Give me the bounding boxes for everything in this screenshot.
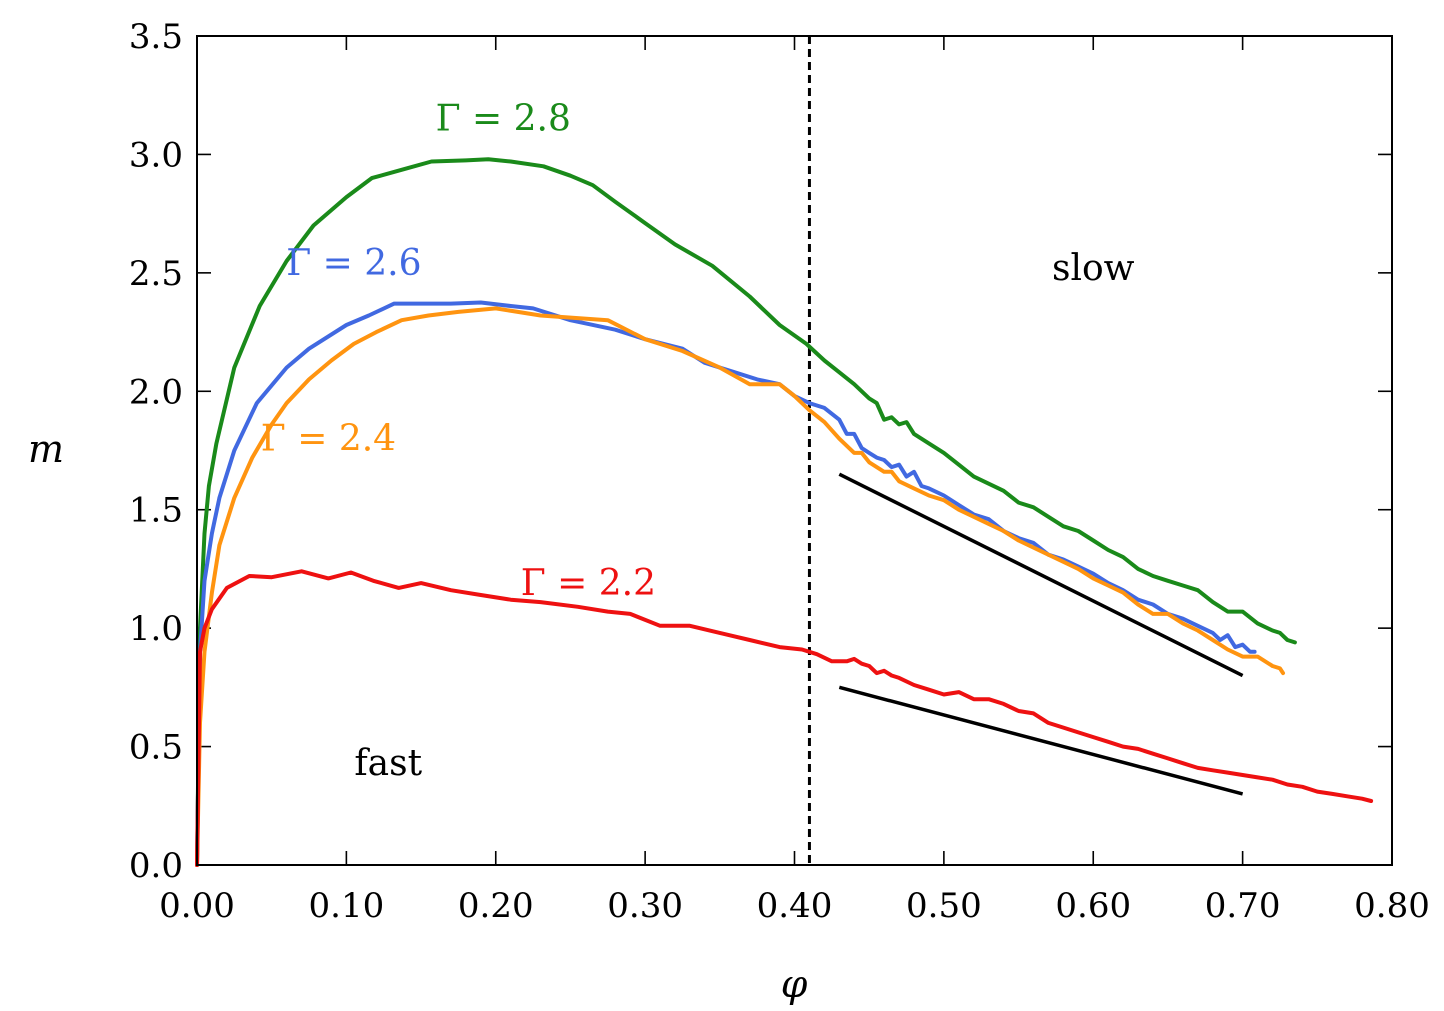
y-tick-label: 2.0 (129, 372, 183, 412)
x-tick-label: 0.00 (159, 886, 235, 926)
y-tick-label: 2.5 (129, 254, 183, 294)
x-tick-label: 0.20 (458, 886, 534, 926)
x-tick-label: 0.50 (906, 886, 982, 926)
y-tick-label: 3.0 (129, 135, 183, 175)
x-tick-label: 0.30 (607, 886, 683, 926)
y-tick-label: 1.0 (129, 609, 183, 649)
y-tick-label: 0.0 (129, 846, 183, 886)
series-line (195, 157, 1297, 867)
annotation-group: Γ = 2.8 Γ = 2.6 Γ = 2.4 Γ = 2.2 slow fast (261, 99, 1135, 784)
x-tick-label: 0.10 (309, 886, 385, 926)
reference-lines (807, 36, 1244, 865)
y-tick-label: 3.5 (129, 17, 183, 57)
x-tick-label: 0.40 (757, 886, 833, 926)
annotation-label: Γ = 2.8 (436, 99, 571, 140)
x-tick-label: 0.80 (1354, 886, 1430, 926)
series-line (195, 300, 1257, 867)
x-tick-label: 0.60 (1055, 886, 1131, 926)
y-tick-label: 1.5 (129, 491, 183, 531)
slope-reference-line (838, 472, 1244, 678)
annotation-label: slow (1052, 248, 1135, 289)
series-group (195, 157, 1374, 867)
annotation-label: fast (354, 743, 422, 784)
x-axis-title: φ (781, 962, 808, 1006)
y-tick-label: 0.5 (129, 728, 183, 768)
series-line (195, 569, 1374, 867)
plot-frame (196, 35, 1393, 866)
axis-ticks: 0.00 0.10 0.20 0.30 0.40 0.50 0.60 0.70 0.80 0.0 0… (129, 17, 1430, 926)
annotation-label: Γ = 2.6 (286, 243, 421, 284)
x-tick-label: 0.70 (1205, 886, 1281, 926)
annotation-label: Γ = 2.4 (261, 419, 396, 460)
annotation-label: Γ = 2.2 (521, 563, 656, 604)
slope-reference-line (838, 685, 1244, 796)
series-line (195, 306, 1285, 867)
y-axis-title: m (28, 427, 64, 471)
